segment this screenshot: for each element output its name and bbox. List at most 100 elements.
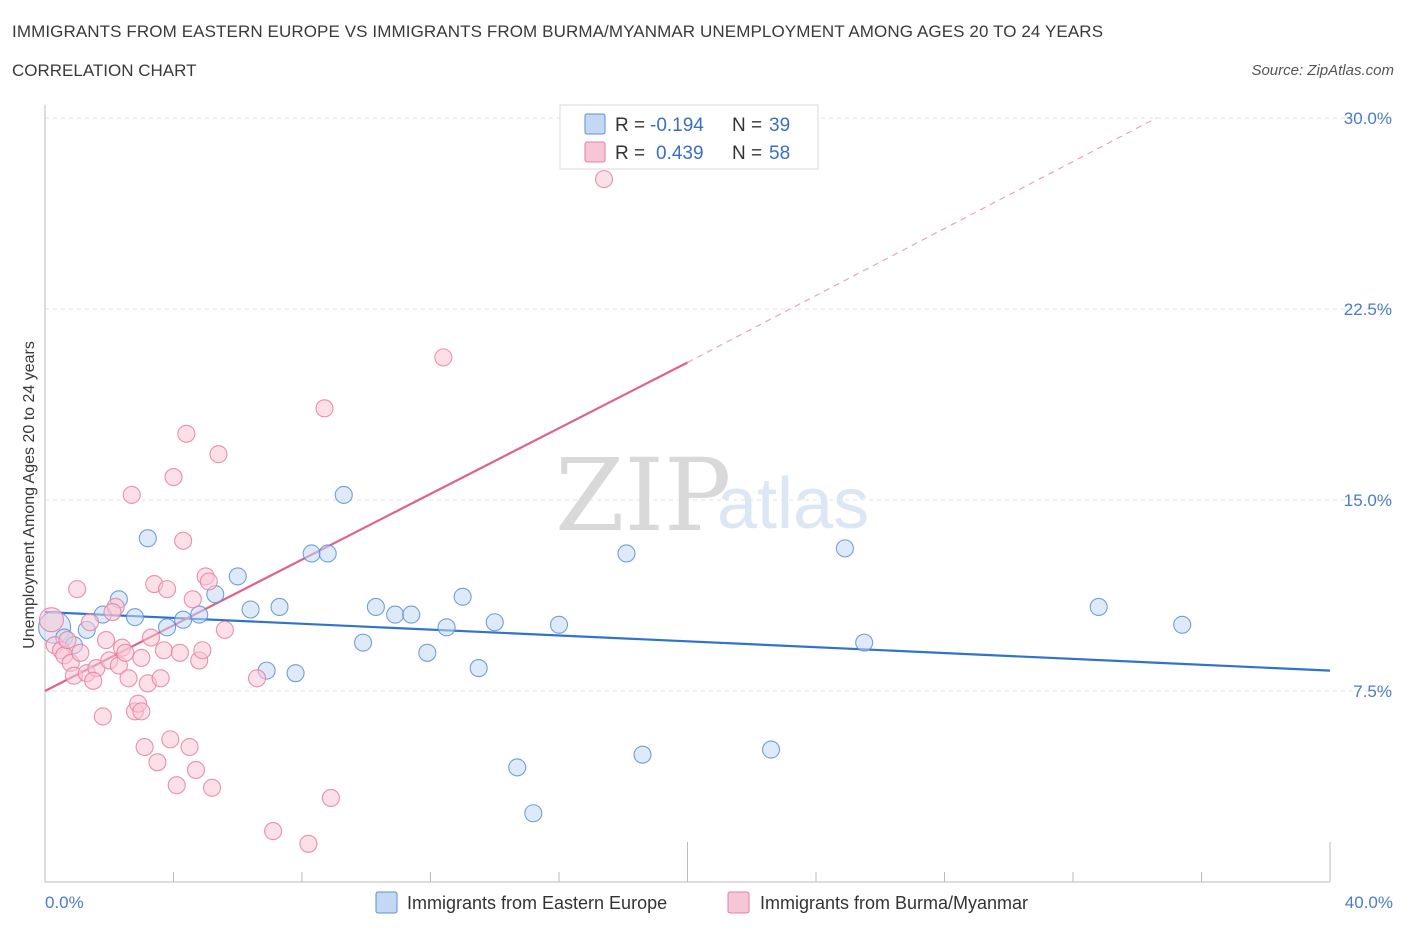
point-burma-26 [141,628,161,647]
point-eastern-europe-32 [617,544,636,563]
point-burma-29 [151,669,170,688]
point-burma-33 [164,468,183,487]
point-burma-50 [299,834,318,853]
legend-label-burma: Immigrants from Burma/Myanmar [760,893,1028,913]
y-tick-labels: 7.5% 15.0% 22.5% 30.0% [1344,109,1392,701]
point-eastern-europe-19 [334,485,353,504]
stats-n-label-eastern-europe: N = [732,115,762,136]
point-eastern-europe-20 [353,633,373,652]
point-burma-34 [167,776,186,795]
point-eastern-europe-29 [508,758,527,777]
point-eastern-europe-15 [270,597,289,617]
point-burma-19 [119,669,138,688]
stats-swatch-burma [584,141,606,163]
watermark-zip: ZIP [555,437,731,554]
stats-r-value-eastern-europe: -0.194 [650,115,704,136]
data-points [38,170,1192,853]
stats-n-value-eastern-europe: 39 [769,115,790,136]
point-burma-35 [170,643,189,662]
point-burma-54 [594,170,614,189]
point-eastern-europe-34 [761,740,781,759]
point-burma-10 [80,613,100,632]
point-burma-24 [135,737,154,757]
point-burma-0 [38,607,64,633]
x-tick-label-1: 40.0% [1345,893,1393,912]
watermark: ZIP atlas [555,437,869,554]
axes [44,105,1331,883]
point-burma-28 [148,753,167,772]
point-eastern-europe-35 [835,539,854,558]
point-burma-8 [71,643,90,662]
point-eastern-europe-33 [633,745,652,764]
point-burma-20 [122,485,141,504]
point-eastern-europe-38 [1173,615,1192,634]
point-eastern-europe-12 [228,567,247,586]
point-eastern-europe-16 [286,664,305,683]
point-eastern-europe-22 [386,605,405,624]
point-eastern-europe-24 [418,643,437,662]
point-burma-46 [209,445,228,464]
stats-n-label-burma: N = [732,143,762,164]
point-eastern-europe-27 [469,659,488,678]
y-tick-label-1: 15.0% [1344,491,1392,510]
point-burma-37 [177,424,196,443]
point-burma-55 [84,671,103,690]
point-burma-23 [132,702,151,721]
point-burma-47 [215,620,234,639]
chart-subtitle: CORRELATION CHART [12,61,197,80]
point-eastern-europe-23 [402,605,421,624]
point-burma-44 [199,572,218,591]
point-burma-12 [93,707,112,726]
point-eastern-europe-8 [158,618,177,637]
point-eastern-europe-18 [318,544,337,563]
series-legend: Immigrants from Eastern Europe Immigrant… [375,891,1028,914]
trend-lines [44,117,1331,692]
x-tick-labels: 0.0% 40.0% [45,893,1393,912]
point-burma-49 [264,822,283,841]
point-eastern-europe-10 [190,605,209,624]
legend-label-eastern-europe: Immigrants from Eastern Europe [407,893,667,913]
legend-swatch-burma [727,891,750,914]
point-eastern-europe-13 [241,600,260,619]
stats-legend: R = -0.194 N = 39 R = 0.439 N = 58 [559,104,819,170]
point-burma-32 [161,730,180,749]
y-axis-label: Unemployment Among Ages 20 to 24 years [21,341,38,649]
point-eastern-europe-30 [524,804,543,823]
stats-swatch-eastern-europe [584,113,606,135]
point-eastern-europe-6 [125,608,144,627]
point-burma-7 [68,580,87,599]
point-eastern-europe-31 [549,615,569,634]
source-credit: Source: ZipAtlas.com [1251,62,1394,79]
point-burma-53 [434,348,453,367]
y-tick-label-3: 30.0% [1344,109,1392,128]
chart-title: IMMIGRANTS FROM EASTERN EUROPE VS IMMIGR… [12,22,1104,41]
point-burma-39 [183,590,202,609]
point-burma-18 [116,643,135,662]
trend-line-burma-extension [687,117,1157,364]
point-burma-36 [174,531,193,550]
point-eastern-europe-21 [366,597,385,617]
y-tick-label-2: 22.5% [1344,300,1392,319]
point-burma-13 [96,631,116,650]
point-eastern-europe-25 [437,618,456,637]
point-eastern-europe-9 [174,610,193,629]
point-burma-45 [203,778,222,797]
x-tick-label-0: 0.0% [45,893,84,912]
point-burma-40 [186,760,206,779]
point-eastern-europe-28 [485,613,504,632]
point-burma-52 [321,788,340,808]
point-burma-51 [315,399,334,418]
point-burma-42 [193,641,212,660]
point-eastern-europe-26 [453,587,472,606]
legend-swatch-eastern-europe [375,891,398,914]
watermark-atlas: atlas [717,464,869,544]
point-burma-4 [58,631,77,650]
point-burma-30 [154,641,173,660]
point-burma-57 [132,648,151,667]
stats-r-label-burma: R = [615,143,645,164]
y-tick-label-0: 7.5% [1353,682,1392,701]
point-eastern-europe-17 [302,544,321,563]
point-burma-38 [180,737,199,757]
point-burma-31 [158,580,177,599]
